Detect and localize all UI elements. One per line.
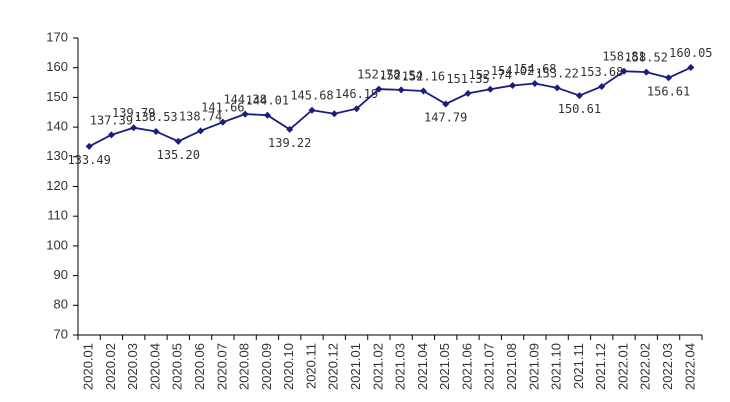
- value-label: 160.05: [669, 46, 712, 60]
- x-tick-label: 2022.04: [682, 343, 697, 390]
- marker: [353, 105, 361, 113]
- value-label: 144.01: [246, 94, 289, 108]
- y-tick-label: 90: [54, 267, 68, 282]
- value-label: 139.79: [112, 106, 155, 120]
- marker: [598, 82, 606, 90]
- x-tick-label: 2021.09: [526, 343, 541, 390]
- value-label: 153.22: [535, 66, 578, 80]
- x-tick-label: 2021.11: [571, 343, 586, 389]
- value-label: 146.19: [335, 87, 378, 101]
- marker: [85, 142, 93, 150]
- x-tick-label: 2021.03: [393, 343, 408, 390]
- marker: [531, 80, 539, 88]
- marker: [174, 137, 182, 145]
- marker: [197, 127, 205, 135]
- x-tick-label: 2020.11: [303, 343, 318, 389]
- value-label: 151.35: [446, 72, 489, 86]
- y-tick-label: 110: [47, 208, 68, 223]
- y-tick-label: 100: [46, 237, 68, 252]
- x-tick-label: 2022.02: [638, 343, 653, 390]
- value-label: 141.66: [201, 101, 244, 115]
- x-tick-label: 2020.04: [147, 343, 162, 390]
- marker: [130, 124, 138, 132]
- value-label: 138.53: [134, 110, 177, 124]
- y-tick-label: 70: [54, 326, 68, 341]
- y-tick-label: 160: [46, 59, 68, 74]
- x-tick-label: 2021.04: [415, 343, 430, 390]
- marker: [442, 100, 450, 108]
- y-tick-label: 150: [46, 89, 68, 104]
- value-label: 158.52: [625, 51, 668, 65]
- marker: [330, 110, 338, 118]
- marker: [419, 87, 427, 95]
- x-tick-label: 2020.07: [214, 343, 229, 390]
- value-label: 152.54: [379, 68, 422, 82]
- marker: [509, 81, 517, 89]
- y-tick-label: 140: [46, 119, 68, 134]
- marker: [241, 110, 249, 118]
- x-tick-label: 2020.03: [125, 343, 140, 390]
- value-label: 150.61: [558, 102, 601, 116]
- value-label: 144.38: [223, 93, 266, 107]
- marker: [464, 89, 472, 97]
- value-label: 147.79: [424, 110, 467, 124]
- x-tick-label: 2021.02: [370, 343, 385, 390]
- marker: [286, 125, 294, 133]
- marker: [219, 118, 227, 126]
- value-label: 152.16: [402, 69, 445, 83]
- marker: [308, 106, 316, 114]
- value-label: 152.74: [469, 68, 512, 82]
- x-tick-label: 2020.05: [170, 343, 185, 390]
- marker: [486, 85, 494, 93]
- x-tick-label: 2020.09: [259, 343, 274, 390]
- marker: [263, 111, 271, 119]
- marker: [665, 74, 673, 82]
- marker: [397, 86, 405, 94]
- y-tick-label: 80: [54, 297, 68, 312]
- marker: [620, 67, 628, 75]
- value-label: 156.61: [647, 84, 690, 98]
- line: [88, 66, 692, 148]
- marker: [553, 84, 561, 92]
- x-tick-label: 2020.06: [192, 343, 207, 390]
- x-tick-label: 2020.01: [81, 343, 96, 390]
- x-tick-label: 2021.06: [459, 343, 474, 390]
- marker: [575, 92, 583, 100]
- x-tick-label: 2021.05: [437, 343, 452, 390]
- value-label: 154.68: [513, 62, 556, 76]
- value-label: 158.81: [602, 50, 645, 64]
- x-tick-label: 2021.01: [348, 343, 363, 390]
- x-tick-label: 2020.08: [237, 343, 252, 390]
- value-label: 137.39: [90, 113, 133, 127]
- value-label: 135.20: [157, 148, 200, 162]
- y-tick-label: 170: [46, 29, 68, 44]
- x-tick-label: 2021.12: [593, 343, 608, 390]
- x-tick-label: 2021.08: [504, 343, 519, 390]
- x-tick-label: 2022.01: [615, 343, 630, 390]
- marker: [687, 64, 695, 72]
- marker: [375, 85, 383, 93]
- x-tick-label: 2020.12: [326, 343, 341, 390]
- marker: [642, 68, 650, 76]
- x-tick-label: 2021.07: [482, 343, 497, 390]
- value-label: 145.68: [290, 89, 333, 103]
- x-tick-label: 2020.10: [281, 343, 296, 390]
- marker: [107, 131, 115, 139]
- x-tick-label: 2021.10: [549, 343, 564, 390]
- value-label: 154.02: [491, 64, 534, 78]
- x-tick-label: 2022.03: [660, 343, 675, 390]
- value-label: 153.68: [580, 65, 623, 79]
- value-label: 152.78: [357, 68, 400, 82]
- value-label: 139.22: [268, 136, 311, 150]
- value-label: 138.74: [179, 109, 222, 123]
- y-tick-label: 120: [46, 178, 68, 193]
- value-label: 133.49: [67, 153, 110, 167]
- x-tick-label: 2020.02: [103, 343, 118, 390]
- marker: [152, 127, 160, 135]
- y-tick-label: 130: [46, 148, 68, 163]
